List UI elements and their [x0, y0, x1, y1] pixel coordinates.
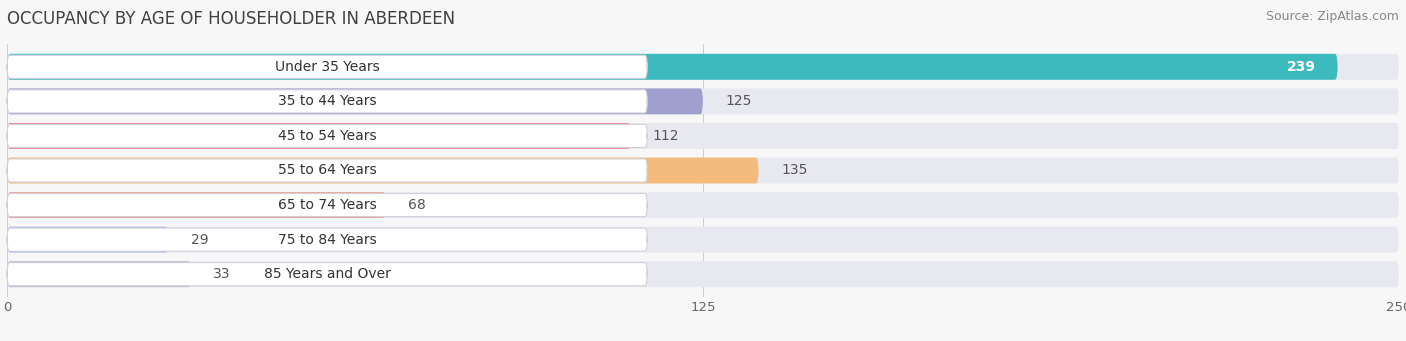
FancyBboxPatch shape — [7, 261, 191, 287]
Text: 35 to 44 Years: 35 to 44 Years — [278, 94, 377, 108]
Text: 75 to 84 Years: 75 to 84 Years — [278, 233, 377, 247]
FancyBboxPatch shape — [7, 90, 647, 113]
Text: Source: ZipAtlas.com: Source: ZipAtlas.com — [1265, 10, 1399, 23]
Text: Under 35 Years: Under 35 Years — [274, 60, 380, 74]
FancyBboxPatch shape — [7, 192, 1399, 218]
Text: 112: 112 — [652, 129, 679, 143]
Text: 45 to 54 Years: 45 to 54 Years — [278, 129, 377, 143]
Text: 33: 33 — [214, 267, 231, 281]
FancyBboxPatch shape — [7, 228, 647, 251]
FancyBboxPatch shape — [7, 123, 1399, 149]
FancyBboxPatch shape — [7, 88, 1399, 114]
Text: 135: 135 — [780, 163, 807, 178]
Text: 65 to 74 Years: 65 to 74 Years — [278, 198, 377, 212]
FancyBboxPatch shape — [7, 263, 647, 286]
Text: 29: 29 — [191, 233, 208, 247]
FancyBboxPatch shape — [7, 124, 647, 148]
FancyBboxPatch shape — [7, 227, 1399, 253]
FancyBboxPatch shape — [7, 55, 647, 78]
Text: 85 Years and Over: 85 Years and Over — [264, 267, 391, 281]
FancyBboxPatch shape — [7, 158, 759, 183]
FancyBboxPatch shape — [7, 123, 631, 149]
FancyBboxPatch shape — [7, 158, 1399, 183]
FancyBboxPatch shape — [7, 88, 703, 114]
FancyBboxPatch shape — [7, 159, 647, 182]
Text: 68: 68 — [408, 198, 426, 212]
FancyBboxPatch shape — [7, 192, 385, 218]
FancyBboxPatch shape — [7, 54, 1337, 80]
Text: 55 to 64 Years: 55 to 64 Years — [278, 163, 377, 178]
Text: 239: 239 — [1286, 60, 1316, 74]
Text: OCCUPANCY BY AGE OF HOUSEHOLDER IN ABERDEEN: OCCUPANCY BY AGE OF HOUSEHOLDER IN ABERD… — [7, 10, 456, 28]
FancyBboxPatch shape — [7, 261, 1399, 287]
FancyBboxPatch shape — [7, 227, 169, 253]
FancyBboxPatch shape — [7, 54, 1399, 80]
Text: 125: 125 — [725, 94, 752, 108]
FancyBboxPatch shape — [7, 193, 647, 217]
